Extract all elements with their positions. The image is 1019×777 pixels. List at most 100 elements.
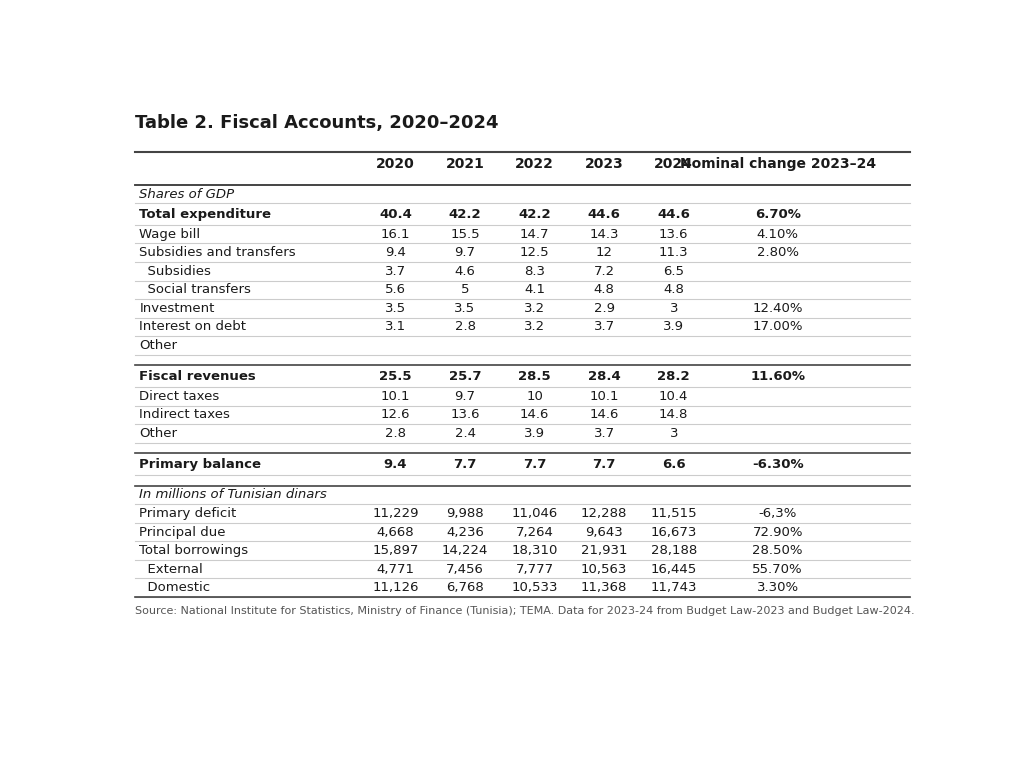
Text: Total expenditure: Total expenditure: [140, 207, 271, 221]
Text: 12.40%: 12.40%: [752, 301, 802, 315]
Text: 12: 12: [595, 246, 612, 260]
Text: Table 2. Fiscal Accounts, 2020–2024: Table 2. Fiscal Accounts, 2020–2024: [136, 114, 498, 132]
Text: 11,046: 11,046: [511, 507, 557, 520]
Text: Direct taxes: Direct taxes: [140, 390, 219, 402]
Text: 3.5: 3.5: [454, 301, 475, 315]
Text: 7.7: 7.7: [452, 458, 476, 471]
Text: Source: National Institute for Statistics, Ministry of Finance (Tunisia); TEMA. : Source: National Institute for Statistic…: [136, 606, 914, 616]
Text: 2.80%: 2.80%: [756, 246, 798, 260]
Text: 14.8: 14.8: [658, 409, 688, 421]
Text: 15.5: 15.5: [449, 228, 479, 241]
Text: 9.7: 9.7: [454, 246, 475, 260]
Text: 7,777: 7,777: [515, 563, 553, 576]
Text: 9.7: 9.7: [454, 390, 475, 402]
Text: Principal due: Principal due: [140, 525, 225, 538]
Text: 12.5: 12.5: [520, 246, 549, 260]
Text: 44.6: 44.6: [587, 207, 620, 221]
Text: 7,456: 7,456: [445, 563, 483, 576]
Text: In millions of Tunisian dinars: In millions of Tunisian dinars: [140, 489, 327, 501]
Text: 9.4: 9.4: [384, 246, 406, 260]
Text: 55.70%: 55.70%: [752, 563, 802, 576]
Text: 16,445: 16,445: [650, 563, 696, 576]
Text: Other: Other: [140, 427, 177, 440]
Text: 2021: 2021: [445, 157, 484, 171]
Text: 14.3: 14.3: [589, 228, 619, 241]
Text: 40.4: 40.4: [379, 207, 412, 221]
Text: 2023: 2023: [584, 157, 623, 171]
Text: 9,643: 9,643: [585, 525, 623, 538]
Text: 13.6: 13.6: [658, 228, 688, 241]
Text: 2.4: 2.4: [454, 427, 475, 440]
Text: 42.2: 42.2: [518, 207, 550, 221]
Text: Investment: Investment: [140, 301, 215, 315]
Text: 4.8: 4.8: [593, 284, 614, 296]
Text: 3.5: 3.5: [384, 301, 406, 315]
Text: 3.7: 3.7: [593, 427, 614, 440]
Text: 6,768: 6,768: [445, 581, 483, 594]
Text: 5.6: 5.6: [384, 284, 406, 296]
Text: 15,897: 15,897: [372, 544, 418, 557]
Text: 16,673: 16,673: [650, 525, 696, 538]
Text: 4.8: 4.8: [662, 284, 684, 296]
Text: -6,3%: -6,3%: [758, 507, 796, 520]
Text: 4,771: 4,771: [376, 563, 414, 576]
Text: 6.6: 6.6: [661, 458, 685, 471]
Text: 28.4: 28.4: [587, 370, 620, 383]
Text: 10.1: 10.1: [380, 390, 410, 402]
Text: 4,668: 4,668: [376, 525, 414, 538]
Text: 4.6: 4.6: [454, 265, 475, 277]
Text: 14.7: 14.7: [520, 228, 549, 241]
Text: 10,563: 10,563: [581, 563, 627, 576]
Text: 2.9: 2.9: [593, 301, 614, 315]
Text: 42.2: 42.2: [448, 207, 481, 221]
Text: 5: 5: [461, 284, 469, 296]
Text: 6.5: 6.5: [662, 265, 684, 277]
Text: 2024: 2024: [653, 157, 693, 171]
Text: 6.70%: 6.70%: [754, 207, 800, 221]
Text: 11,368: 11,368: [581, 581, 627, 594]
Text: 11.60%: 11.60%: [749, 370, 804, 383]
Text: 18,310: 18,310: [511, 544, 557, 557]
Text: -6.30%: -6.30%: [751, 458, 803, 471]
Text: 3: 3: [668, 427, 678, 440]
Text: 10: 10: [526, 390, 542, 402]
Text: 16.1: 16.1: [380, 228, 410, 241]
Text: 9.4: 9.4: [383, 458, 407, 471]
Text: Fiscal revenues: Fiscal revenues: [140, 370, 256, 383]
Text: 10,533: 10,533: [511, 581, 557, 594]
Text: 12.6: 12.6: [380, 409, 410, 421]
Text: Subsidies: Subsidies: [140, 265, 211, 277]
Text: 4.10%: 4.10%: [756, 228, 798, 241]
Text: 14,224: 14,224: [441, 544, 488, 557]
Text: 2022: 2022: [515, 157, 553, 171]
Text: 28.2: 28.2: [657, 370, 690, 383]
Text: 10.4: 10.4: [658, 390, 688, 402]
Text: Domestic: Domestic: [140, 581, 210, 594]
Text: Indirect taxes: Indirect taxes: [140, 409, 230, 421]
Text: 28.50%: 28.50%: [752, 544, 802, 557]
Text: 3.9: 3.9: [662, 320, 684, 333]
Text: 7.7: 7.7: [592, 458, 615, 471]
Text: 2.8: 2.8: [454, 320, 475, 333]
Text: 72.90%: 72.90%: [752, 525, 802, 538]
Text: Primary deficit: Primary deficit: [140, 507, 236, 520]
Text: 4.1: 4.1: [524, 284, 544, 296]
Text: Primary balance: Primary balance: [140, 458, 261, 471]
Text: 11.3: 11.3: [658, 246, 688, 260]
Text: 9,988: 9,988: [445, 507, 483, 520]
Text: 14.6: 14.6: [520, 409, 549, 421]
Text: Total borrowings: Total borrowings: [140, 544, 249, 557]
Text: Shares of GDP: Shares of GDP: [140, 187, 234, 200]
Text: 7,264: 7,264: [516, 525, 553, 538]
Text: Social transfers: Social transfers: [140, 284, 251, 296]
Text: 10.1: 10.1: [589, 390, 619, 402]
Text: 3.7: 3.7: [593, 320, 614, 333]
Text: 14.6: 14.6: [589, 409, 619, 421]
Text: 7.2: 7.2: [593, 265, 614, 277]
Text: 4,236: 4,236: [445, 525, 483, 538]
Text: 17.00%: 17.00%: [752, 320, 802, 333]
Text: 28.5: 28.5: [518, 370, 550, 383]
Text: 25.7: 25.7: [448, 370, 481, 383]
Text: 11,515: 11,515: [650, 507, 696, 520]
Text: 3.9: 3.9: [524, 427, 544, 440]
